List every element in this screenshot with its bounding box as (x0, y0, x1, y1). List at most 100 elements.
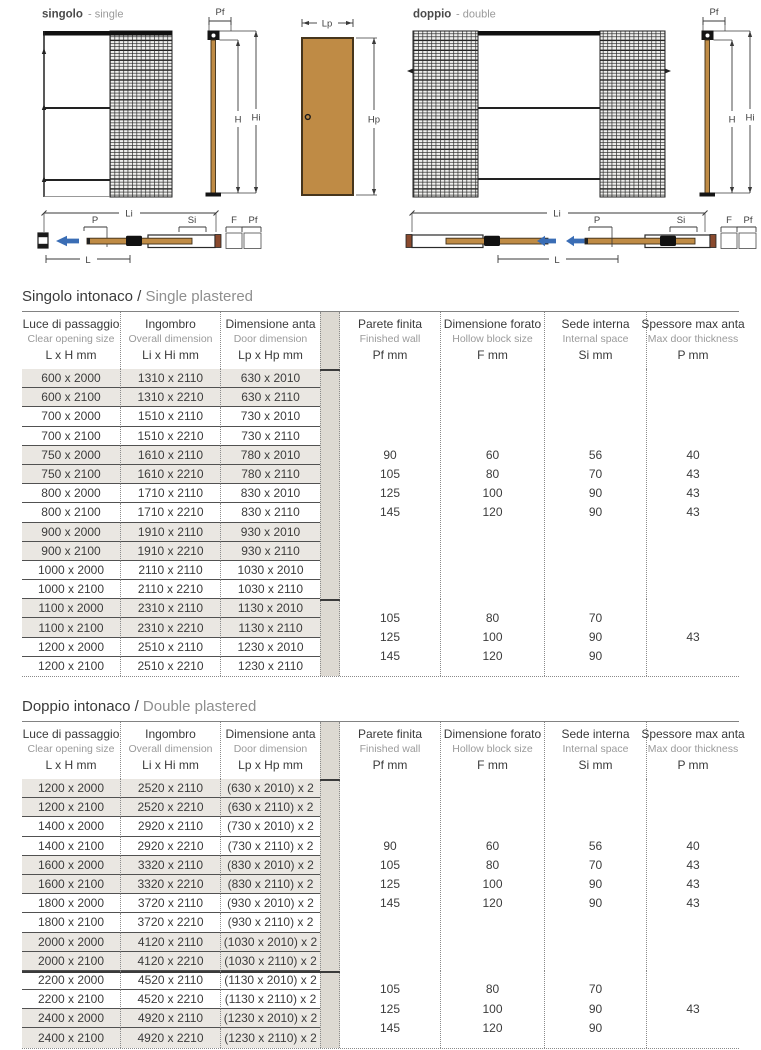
value-line: 90 (588, 630, 603, 645)
value-line: 43 (686, 857, 700, 872)
value-line: 43 (686, 630, 700, 645)
table-cell: 1100 x 2000 (22, 599, 120, 619)
dim-label-hp: Hp (368, 115, 380, 126)
value-line: 80 (485, 857, 500, 872)
table-cell: 780 x 2010 (220, 445, 320, 465)
carriage-left (484, 235, 500, 246)
separator-strip (320, 722, 340, 1048)
value-line: 145 (379, 896, 401, 911)
table-cell: 2110 x 2110 (120, 560, 220, 581)
top-track (478, 31, 600, 36)
column-header-it: Parete finita (357, 727, 423, 741)
value-line: 40 (686, 838, 700, 853)
table-cell: 2520 x 2110 (120, 779, 220, 799)
mesh-panel-left (412, 30, 479, 198)
value-line: 90 (588, 486, 603, 501)
value-line: 125 (379, 1001, 401, 1016)
table-cell: 1000 x 2000 (22, 561, 120, 581)
value-line: 120 (482, 1020, 503, 1035)
column-header-unit: Pf mm (372, 348, 408, 362)
value-line: 105 (379, 857, 401, 872)
doppio-plan-view: Li P Si L (405, 209, 757, 266)
value-line: 90 (588, 1020, 603, 1035)
table-cell: (730 x 2110) x 2 (220, 836, 320, 856)
column-header: Spessore max anta Max door thickness P mm (641, 312, 745, 369)
table-cell: 2400 x 2000 (22, 1009, 120, 1029)
column-header-unit: L x H mm (45, 758, 97, 772)
table-cell: 1030 x 2010 (220, 560, 320, 581)
table-cell: 750 x 2000 (22, 445, 120, 465)
table-cell: 2110 x 2210 (120, 580, 220, 600)
table-cell: 1130 x 2010 (220, 599, 320, 619)
table-cell: 2920 x 2110 (120, 817, 220, 837)
value-line: 145 (379, 505, 401, 520)
column-header-it: Spessore max anta (641, 317, 745, 331)
table-cell: 1610 x 2110 (120, 445, 220, 465)
section-title-en: Double plastered (142, 698, 257, 715)
table-cell: (730 x 2010) x 2 (220, 817, 320, 837)
value-line: 90 (588, 505, 603, 520)
singolo-title: singolo (42, 9, 83, 21)
value-line: 125 (379, 486, 401, 501)
table-cell: 3320 x 2210 (120, 874, 220, 895)
dim-label-p: P (594, 215, 600, 226)
table-cell: 1510 x 2210 (120, 426, 220, 446)
value-line: 90 (588, 876, 603, 891)
column-header-it: Luce di passaggio (22, 317, 120, 331)
value-line: 90 (588, 649, 603, 664)
table-cell: 1310 x 2110 (120, 369, 220, 389)
value-line: 56 (588, 838, 603, 853)
value-line: 40 (686, 447, 700, 462)
value-line: 120 (482, 649, 503, 664)
column-header-it: Spessore max anta (641, 727, 745, 741)
table-cell: (1130 x 2010) x 2 (220, 970, 320, 991)
table-cell: 1130 x 2110 (220, 618, 320, 638)
singolo-section: Singolo intonaco / Single plastered Luce… (22, 288, 745, 677)
table-cell: 2510 x 2210 (120, 656, 220, 676)
column-header: Luce di passaggio Clear opening size L x H… (22, 722, 120, 779)
doppio-section-title: Doppio intonaco / Double plastered (22, 698, 739, 715)
table-cell: 2000 x 2000 (22, 932, 120, 952)
table-cell: 800 x 2000 (22, 484, 120, 504)
table-cell: 630 x 2010 (220, 369, 320, 389)
value-cell-pf: 105 125 145 (340, 970, 440, 1048)
table-cell: 2310 x 2210 (120, 618, 220, 638)
slide-arrow-left (56, 235, 79, 247)
left-end-post (405, 234, 413, 248)
dim-label-l: L (554, 255, 559, 266)
dim-label-p: P (92, 215, 98, 226)
value-cell-si: 70 90 90 (544, 970, 646, 1048)
table-cell: 4120 x 2110 (120, 932, 220, 952)
table-cell: 4520 x 2210 (120, 990, 220, 1010)
value-line: 90 (588, 1001, 603, 1016)
table-cell: (830 x 2010) x 2 (220, 855, 320, 875)
value-line: 43 (686, 486, 700, 501)
plan-end-singolo (214, 214, 262, 249)
table-cell: 800 x 2100 (22, 503, 120, 523)
column-header-en: Finished wall (359, 333, 421, 345)
table-cell: (1230 x 2110) x 2 (220, 1028, 320, 1048)
table-cell: 1800 x 2100 (22, 913, 120, 933)
table-cell: 1200 x 2000 (22, 638, 120, 657)
table-cell: 1710 x 2110 (120, 484, 220, 504)
table-cell: 2200 x 2100 (22, 990, 120, 1010)
column-header-it: Dimensione forato (443, 317, 542, 331)
table-cell: 2000 x 2100 (22, 951, 120, 971)
plan-end-doppio (709, 214, 757, 249)
section-title-it: Singolo intonaco / (22, 288, 142, 305)
slide-arrow-inward (566, 235, 585, 247)
column-header: Dimensione anta Door dimension Lp x Hp mm (220, 312, 320, 369)
column-header-en: Max door thickness (647, 333, 739, 345)
door-panel (301, 37, 354, 196)
value-line: 105 (379, 466, 401, 481)
value-line: 56 (588, 447, 603, 462)
table-cell: 1600 x 2100 (22, 874, 120, 895)
column-header-unit: P mm (677, 348, 709, 362)
table-cell: 4520 x 2110 (120, 970, 220, 991)
value-line: 125 (379, 876, 401, 891)
doppio-front-view (407, 30, 671, 198)
value-line: 60 (485, 447, 500, 462)
value-cell-pf: 90 105 125 145 (340, 369, 440, 600)
table-cell: 1200 x 2100 (37, 659, 105, 674)
value-cell-si: 70 90 90 (544, 599, 646, 676)
